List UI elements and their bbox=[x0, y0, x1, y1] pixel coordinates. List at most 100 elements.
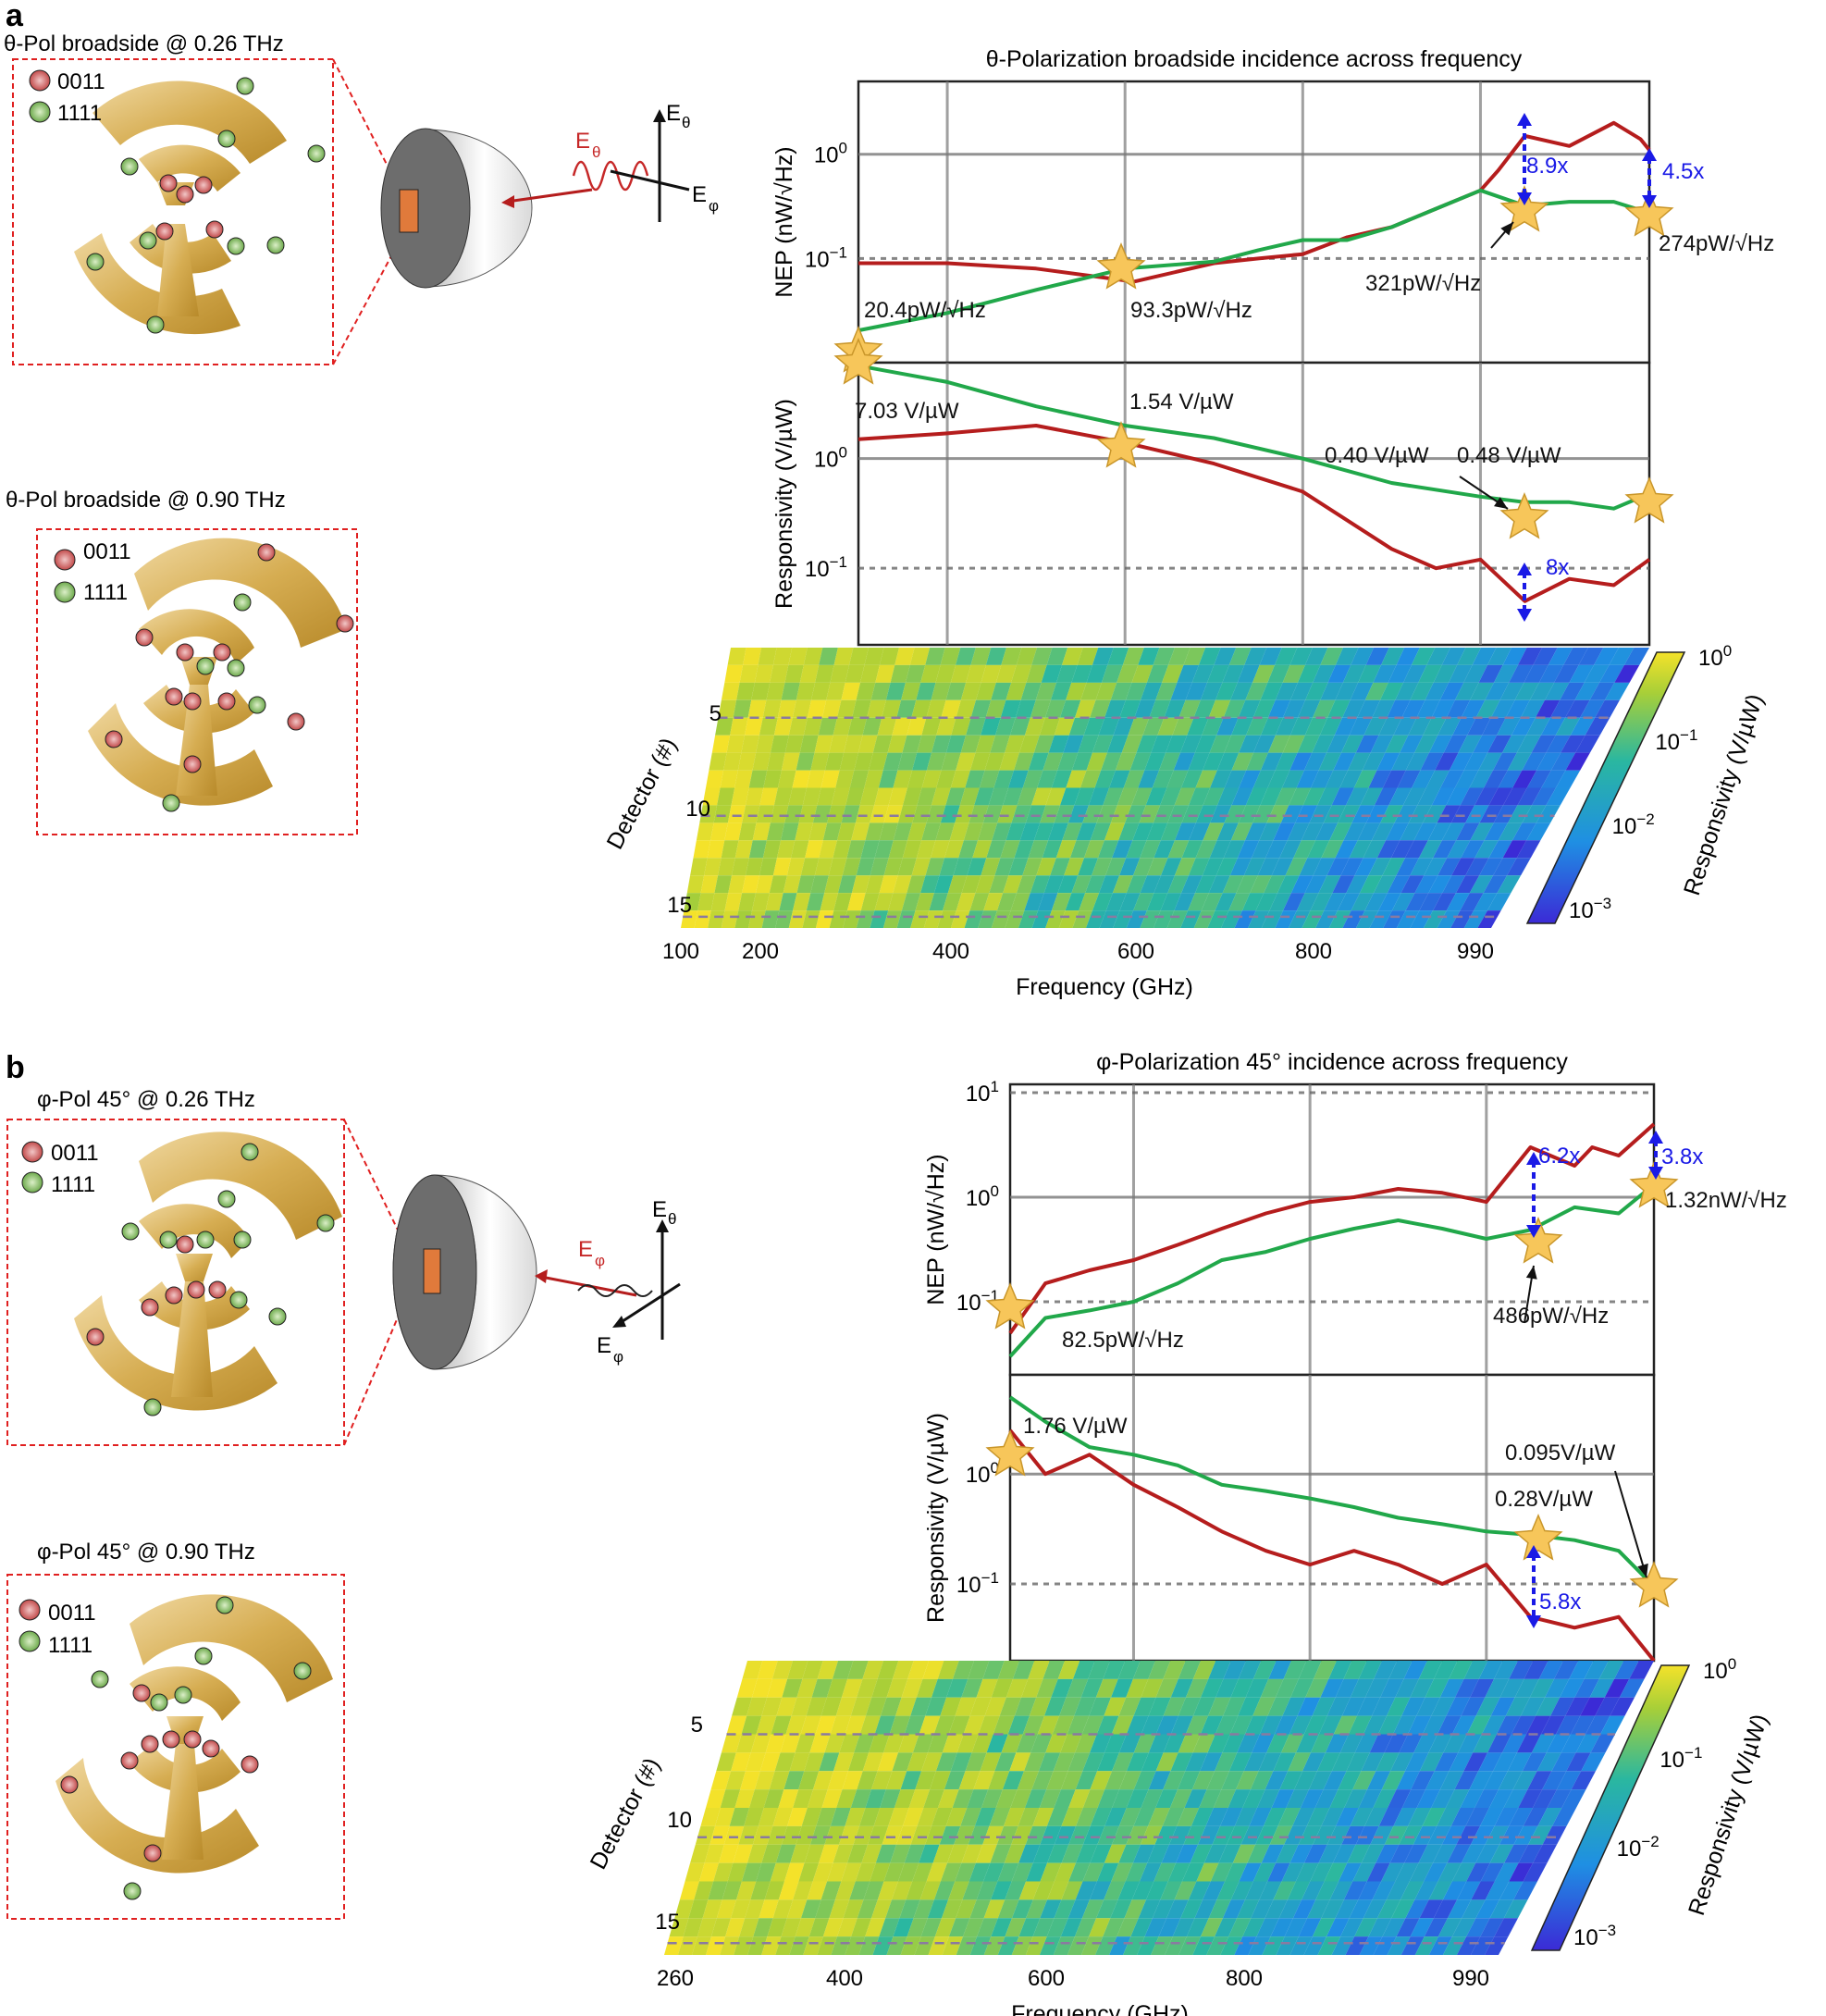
heatmap-cell bbox=[1474, 787, 1499, 806]
plot-area bbox=[857, 361, 1651, 647]
heatmap-cell bbox=[1469, 1771, 1494, 1790]
heatmap-cell bbox=[1148, 1697, 1171, 1716]
heatmap-cell bbox=[862, 1661, 883, 1679]
heatmap-cell bbox=[1206, 1936, 1229, 1955]
heatmap-cell bbox=[1408, 717, 1432, 736]
heatmap-cell bbox=[1373, 1789, 1397, 1808]
heatmap-cell bbox=[1396, 648, 1420, 665]
heatmap-cell bbox=[1190, 1844, 1213, 1863]
heatmap-cell bbox=[974, 787, 994, 806]
heatmap-cell bbox=[1031, 787, 1052, 806]
heatmap-cell bbox=[1536, 1752, 1561, 1772]
heatmap-cell bbox=[1030, 875, 1051, 894]
heatmap-cell bbox=[1311, 1734, 1334, 1753]
heatmap-cell bbox=[1044, 1697, 1067, 1716]
heatmap-cell bbox=[718, 699, 737, 718]
heatmap-cell bbox=[1242, 1918, 1265, 1937]
heatmap-cell bbox=[756, 1862, 776, 1882]
heatmap-cell bbox=[1431, 699, 1455, 718]
heatmap-cell bbox=[1224, 770, 1247, 788]
heatmap-cell bbox=[1451, 1862, 1476, 1882]
heatmap-cell bbox=[1496, 1715, 1521, 1735]
heatmap-cell bbox=[789, 1752, 810, 1772]
field-label-main: E bbox=[578, 1237, 593, 1262]
heatmap-cell bbox=[1036, 1678, 1058, 1698]
heatmap-cell bbox=[1374, 787, 1398, 806]
heatmap-cell bbox=[1306, 1808, 1330, 1826]
heatmap-cell bbox=[1292, 1899, 1316, 1919]
heatmap-cell bbox=[1524, 664, 1548, 683]
heatmap-cell bbox=[1275, 648, 1298, 665]
heatmap-cell bbox=[1431, 1789, 1455, 1808]
heatmap-cell bbox=[1288, 1752, 1311, 1772]
heatmap-cell bbox=[1104, 699, 1126, 718]
heatmap-cell bbox=[1147, 858, 1168, 876]
heatmap-cell bbox=[1325, 770, 1348, 788]
heatmap-cell bbox=[1076, 1808, 1098, 1826]
heatmap-cell bbox=[1357, 699, 1380, 718]
heatmap-cell bbox=[1155, 1715, 1178, 1735]
heatmap-cell bbox=[719, 1844, 739, 1863]
heatmap-cell bbox=[796, 752, 815, 771]
heatmap-cell bbox=[1218, 1844, 1241, 1863]
heatmap-cell bbox=[1321, 1808, 1345, 1826]
heatmap-cell bbox=[951, 910, 970, 928]
heatmap-cell bbox=[1229, 858, 1252, 876]
heatmap-cell bbox=[1140, 1825, 1163, 1845]
heatmap-cell bbox=[877, 1752, 898, 1772]
heatmap-cell bbox=[1435, 752, 1459, 771]
heatmap-cell bbox=[872, 1936, 894, 1955]
heatmap-cell bbox=[1044, 699, 1067, 718]
heatmap-cell bbox=[1228, 893, 1251, 911]
heatmap-cell bbox=[1518, 1844, 1543, 1863]
heatmap-cell bbox=[853, 1825, 874, 1845]
heatmap-cell bbox=[927, 1734, 949, 1753]
heatmap-cell bbox=[1016, 1734, 1038, 1753]
heatmap-cell bbox=[747, 1936, 768, 1955]
heatmap-cell bbox=[1061, 1844, 1083, 1863]
heatmap-cell bbox=[788, 787, 807, 806]
colorbar bbox=[1530, 1664, 1691, 1951]
heatmap-cell bbox=[1359, 1936, 1383, 1955]
heatmap-cell bbox=[1287, 822, 1310, 841]
heatmap-cell bbox=[772, 858, 792, 876]
heatmap-cell bbox=[1124, 1899, 1146, 1919]
heatmap-cell bbox=[949, 822, 969, 841]
heatmap-cell bbox=[1289, 752, 1313, 771]
heatmap-cell bbox=[969, 1936, 992, 1955]
heatmap-cell bbox=[1282, 1697, 1306, 1716]
heatmap-cell bbox=[1228, 648, 1252, 665]
heatmap-cell bbox=[1058, 910, 1080, 928]
heatmap-cell bbox=[1395, 682, 1419, 700]
heatmap-cell bbox=[982, 1825, 1004, 1845]
heatmap-cell bbox=[1326, 735, 1350, 753]
heatmap-cell bbox=[1407, 1808, 1432, 1826]
heatmap-cell bbox=[945, 735, 967, 753]
heatmap-cell bbox=[838, 875, 857, 894]
series-line-1111 bbox=[857, 364, 1650, 511]
heatmap-cell bbox=[815, 664, 834, 683]
heatmap-cell bbox=[1428, 735, 1453, 753]
heatmap-cell bbox=[721, 682, 740, 700]
heatmap-cell bbox=[1318, 1844, 1342, 1863]
heatmap-cell bbox=[1024, 893, 1044, 911]
heatmap-cell bbox=[1335, 1808, 1359, 1826]
heatmap-cell bbox=[1478, 1661, 1503, 1679]
heatmap-cell bbox=[1289, 1844, 1314, 1863]
axis-label-e1: E bbox=[666, 101, 681, 126]
heatmap-cell bbox=[1026, 1899, 1048, 1919]
heatmap-cell bbox=[1201, 1678, 1224, 1698]
highlight-star bbox=[1499, 492, 1549, 539]
colorbar-tick-label: 10−2 bbox=[1612, 810, 1655, 839]
heatmap-cell bbox=[1210, 1862, 1233, 1882]
heatmap-cell bbox=[1570, 717, 1596, 736]
heatmap-cell bbox=[746, 1697, 768, 1716]
x-tick-label: 260 bbox=[657, 1966, 694, 1991]
heatmap-cell bbox=[967, 1789, 989, 1808]
heatmap-cell bbox=[943, 893, 962, 911]
ratio-arrow-head bbox=[1526, 1545, 1541, 1558]
heatmap-cell bbox=[724, 664, 744, 683]
heatmap-cell bbox=[1470, 682, 1494, 700]
heatmap-cell bbox=[1302, 1881, 1325, 1900]
